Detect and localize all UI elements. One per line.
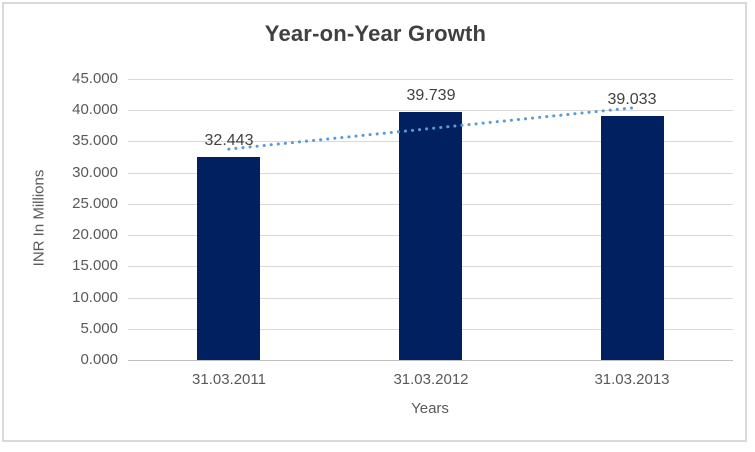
bar-data-label: 32.443 (204, 132, 254, 149)
x-tick-label: 31.03.2013 (594, 371, 670, 388)
trendline-layer (227, 106, 634, 151)
x-tick-label: 31.03.2011 (192, 371, 266, 388)
x-axis-title: Years (411, 400, 449, 417)
y-tick-label: 25.000 (72, 195, 118, 212)
bar-31.03.2013[interactable] (601, 116, 664, 360)
y-tick-label: 15.000 (72, 257, 118, 274)
y-tick-label: 0.000 (80, 351, 118, 368)
x-axis-line (128, 360, 733, 361)
y-axis-title: INR In Millions (30, 169, 48, 267)
y-tick-label: 40.000 (72, 101, 118, 118)
y-tick-label: 45.000 (72, 70, 118, 87)
y-tick-label: 20.000 (72, 226, 118, 243)
gridline (128, 110, 733, 111)
bar-data-label: 39.739 (406, 87, 456, 104)
y-tick-label: 30.000 (72, 164, 118, 181)
x-tick-label: 31.03.2012 (393, 371, 469, 388)
y-tick-label: 10.000 (72, 289, 118, 306)
bar-data-label: 39.033 (607, 91, 657, 108)
trendline[interactable] (227, 106, 634, 151)
plot-area: 32.443 39.739 39.033 (128, 79, 733, 361)
bar-31.03.2011[interactable] (197, 157, 260, 360)
bar-31.03.2012[interactable] (399, 112, 462, 360)
y-tick-label: 35.000 (72, 132, 118, 149)
gridline (128, 79, 733, 80)
y-tick-label: 5.000 (80, 320, 118, 337)
chart-title: Year-on-Year Growth (264, 21, 487, 46)
